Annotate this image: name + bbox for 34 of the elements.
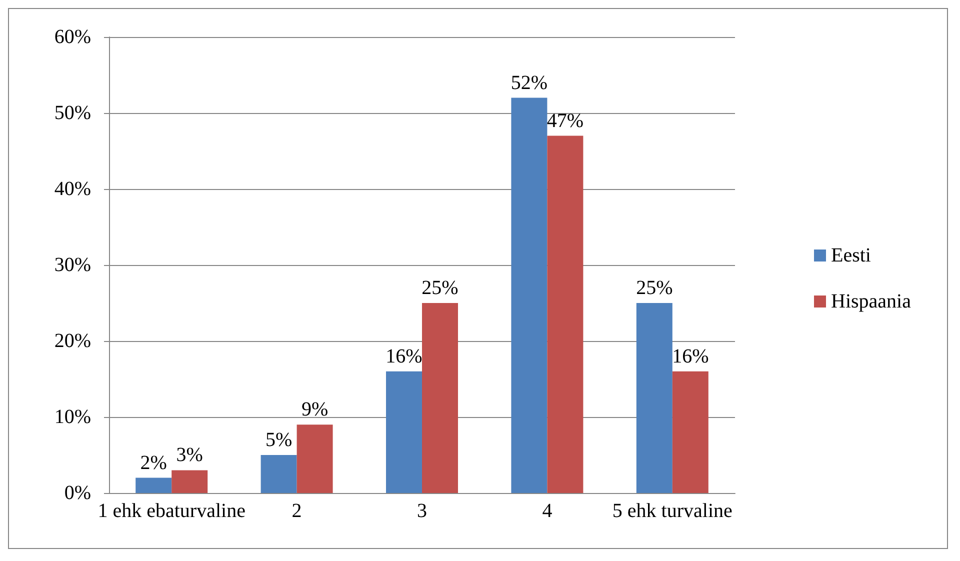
data-label: 3% (176, 444, 203, 466)
y-tick-label: 60% (54, 26, 91, 48)
bar (260, 455, 297, 493)
y-tick-label: 30% (54, 254, 91, 276)
legend-label: Eesti (831, 244, 872, 266)
x-tick-label: 4 (542, 500, 552, 522)
bar (296, 424, 333, 493)
bar (422, 303, 458, 493)
y-tick-label: 40% (54, 178, 91, 200)
bar (672, 371, 708, 493)
x-tick-label: 2 (292, 500, 302, 522)
legend-label: Hispaania (831, 290, 912, 312)
bar (136, 478, 172, 493)
y-tick-label: 50% (54, 102, 91, 124)
bar (172, 470, 208, 493)
bar (547, 136, 584, 493)
data-label: 9% (301, 398, 328, 421)
data-label: 16% (386, 345, 422, 368)
data-label: 2% (140, 452, 167, 474)
data-label: 52% (510, 72, 548, 94)
x-tick-label: 1 ehk ebaturvaline (98, 500, 246, 522)
x-tick-label: 3 (417, 500, 427, 522)
y-tick-label: 20% (54, 330, 91, 352)
bar (636, 303, 672, 493)
data-label: 25% (422, 277, 458, 299)
x-tick-label: 5 ehk turvaline (612, 500, 732, 522)
bar (511, 98, 548, 493)
data-label: 25% (636, 277, 673, 299)
data-label: 5% (265, 429, 292, 451)
bar (386, 371, 422, 493)
y-tick-label: 0% (64, 482, 91, 504)
y-tick-label: 10% (54, 406, 91, 428)
data-label: 47% (546, 110, 584, 132)
data-label: 16% (672, 345, 709, 368)
